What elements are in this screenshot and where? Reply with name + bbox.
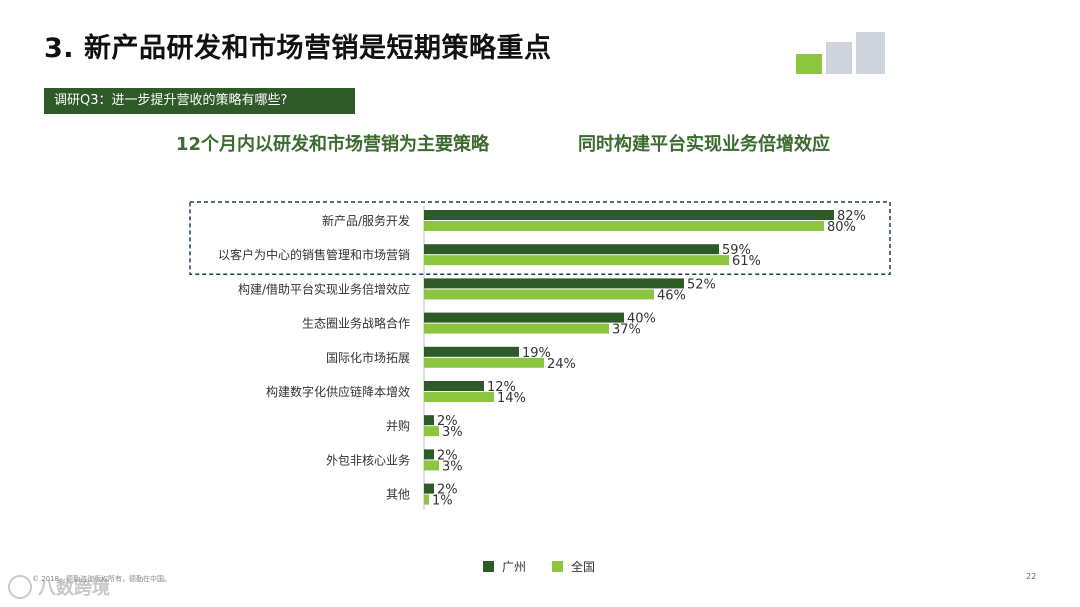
data-label-guangzhou: 52%: [687, 277, 716, 292]
data-label-national: 61%: [732, 254, 761, 269]
bar-guangzhou: [424, 312, 624, 323]
data-label-guangzhou: 2%: [437, 483, 458, 498]
data-label-guangzhou: 2%: [437, 414, 458, 429]
data-label-national: 14%: [497, 391, 526, 406]
bar-national: [424, 289, 654, 300]
data-label-guangzhou: 12%: [487, 380, 516, 395]
category-label: 国际化市场拓展: [326, 350, 410, 365]
survey-question: 调研Q3：进一步提升营收的策略有哪些?: [44, 88, 355, 114]
data-label-guangzhou: 2%: [437, 448, 458, 463]
category-label: 外包非核心业务: [326, 452, 410, 467]
bar-guangzhou: [424, 278, 684, 289]
data-label-national: 37%: [612, 323, 641, 338]
legend-label-national: 全国: [571, 559, 596, 574]
data-label-national: 80%: [827, 220, 856, 235]
watermark-logo-icon: [8, 575, 32, 599]
watermark: 八数跨境: [8, 574, 110, 600]
bar-guangzhou: [424, 449, 434, 460]
bar-guangzhou: [424, 244, 719, 255]
category-label: 新产品/服务开发: [322, 213, 410, 228]
decor-bar-green: [796, 54, 822, 74]
bar-national: [424, 494, 429, 505]
chart-legend: 广州 全国: [483, 556, 621, 576]
category-label: 构建数字化供应链降本增效: [266, 384, 410, 399]
legend-label-guangzhou: 广州: [502, 559, 527, 574]
bar-guangzhou: [424, 381, 484, 391]
source-note: © 2018。德勤咨询版权所有，德勤在中国。: [32, 575, 172, 583]
bar-national: [424, 221, 824, 231]
category-label: 生态圈业务战略合作: [302, 316, 410, 331]
bar-guangzhou: [424, 483, 434, 494]
bar-national: [424, 255, 729, 266]
legend-swatch-guangzhou: [483, 560, 494, 572]
category-label: 以客户为中心的销售管理和市场营销: [218, 247, 410, 262]
data-label-national: 24%: [547, 357, 576, 372]
data-label-national: 3%: [442, 425, 463, 440]
legend-swatch-national: [552, 560, 564, 572]
highlight-box: [189, 201, 891, 275]
category-label: 构建/借助平台实现业务倍增效应: [238, 281, 410, 296]
data-label-national: 3%: [442, 459, 463, 474]
bar-guangzhou: [424, 346, 519, 357]
bar-national: [424, 357, 544, 368]
bar-national: [424, 392, 494, 402]
legend-item-national: 全国: [552, 558, 595, 575]
decor-bar-grey-2: [856, 32, 885, 74]
page-title: 3. 新产品研发和市场营销是短期策略重点: [44, 33, 552, 64]
data-label-guangzhou: 19%: [522, 346, 551, 361]
category-label: 并购: [386, 418, 410, 433]
data-label-guangzhou: 82%: [837, 209, 866, 224]
data-label-national: 1%: [432, 494, 453, 509]
decor-bar-grey-1: [826, 42, 852, 74]
data-label-national: 46%: [657, 288, 686, 303]
subtitle-right: 同时构建平台实现业务倍增效应: [578, 134, 830, 155]
bar-national: [424, 460, 439, 471]
bar-national: [424, 426, 439, 437]
category-label: 其他: [386, 488, 410, 502]
bar-guangzhou: [424, 210, 834, 220]
legend-item-guangzhou: 广州: [483, 558, 526, 575]
subtitle-left: 12个月内以研发和市场营销为主要策略: [176, 134, 490, 155]
page-number: 22: [1026, 572, 1037, 581]
bar-national: [424, 323, 609, 334]
watermark-text: 八数跨境: [38, 578, 110, 599]
data-label-guangzhou: 40%: [627, 312, 656, 327]
bar-guangzhou: [424, 415, 434, 426]
data-label-guangzhou: 59%: [722, 243, 751, 258]
